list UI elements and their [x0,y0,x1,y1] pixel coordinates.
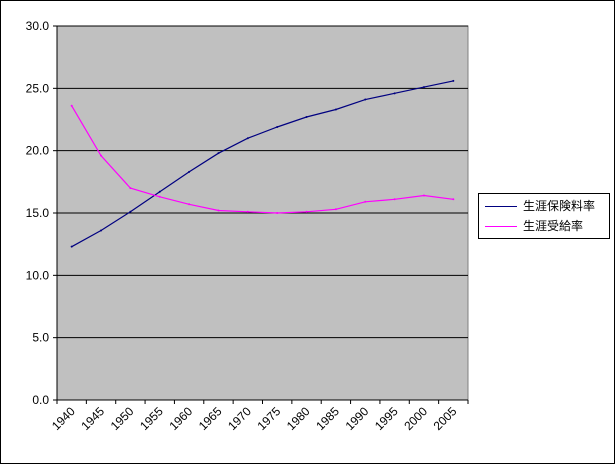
y-tick-label: 20.0 [26,144,50,158]
x-tick-label: 1955 [137,404,166,433]
data-point [364,200,367,203]
y-tick-label: 25.0 [26,81,50,95]
data-point [70,104,73,107]
data-point [334,108,337,111]
data-point [422,86,425,89]
legend-label: 生涯保険料率 [523,199,596,213]
data-point [100,229,103,232]
data-point [276,125,279,128]
x-tick-label: 1975 [255,404,284,433]
data-point [100,154,103,157]
data-point [452,79,455,82]
data-point [305,210,308,213]
x-tick-label: 1960 [166,404,195,433]
data-point [246,137,249,140]
data-point [217,209,220,212]
data-point [334,208,337,211]
x-tick-label: 1980 [284,404,313,433]
x-tick-label: 1950 [108,404,137,433]
data-point [364,98,367,101]
data-point [217,152,220,155]
y-tick-label: 0.0 [32,393,49,407]
x-tick-label: 1940 [49,404,78,433]
data-point [246,210,249,213]
series-line [71,80,454,248]
data-point [452,198,455,201]
data-point [70,245,73,248]
y-tick-label: 15.0 [26,206,50,220]
x-tick-label: 1970 [225,404,254,433]
data-point [129,210,132,213]
data-point [393,198,396,201]
legend-swatch [485,206,517,207]
legend-swatch [485,226,517,227]
data-point [276,212,279,214]
x-tick-label: 2000 [401,404,430,433]
data-point [393,92,396,95]
x-tick-label: 2005 [431,404,460,433]
x-tick-label: 1945 [78,404,107,433]
data-point [422,194,425,197]
data-point [188,203,191,206]
y-tick-label: 30.0 [26,19,50,33]
data-point [158,190,161,193]
data-point [188,170,191,173]
data-point [158,195,161,198]
legend: 生涯保険料率 生涯受給率 [478,193,610,239]
x-tick-label: 1990 [343,404,372,433]
y-tick-label: 5.0 [32,331,49,345]
data-point [129,187,132,190]
x-tick-label: 1985 [313,404,342,433]
x-tick-label: 1995 [372,404,401,433]
y-tick-label: 10.0 [26,268,50,282]
x-tick-label: 1965 [196,404,225,433]
series-line [71,105,454,214]
legend-label: 生涯受給率 [523,219,584,233]
data-point [305,116,308,119]
